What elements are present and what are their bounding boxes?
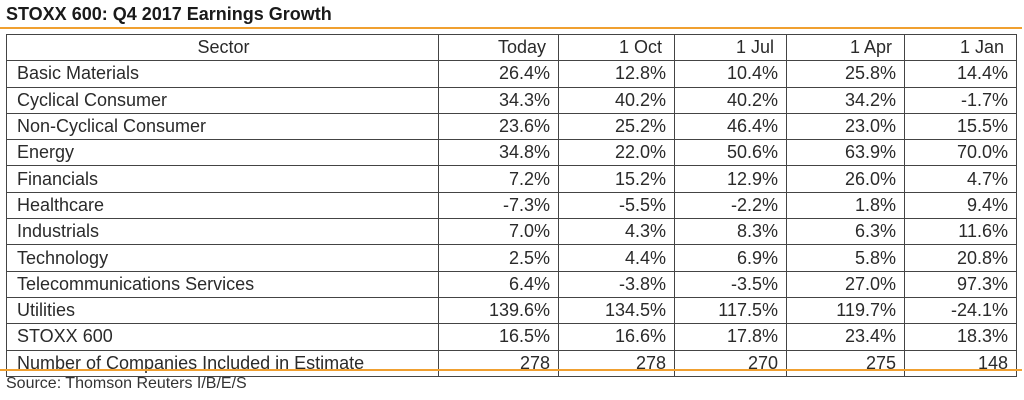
cell-1-apr: 34.2%	[786, 86, 905, 114]
cell-today: 26.4%	[438, 60, 559, 88]
cell-1-oct: 25.2%	[558, 112, 675, 141]
cell-1-jan: 4.7%	[904, 165, 1017, 193]
cell-1-oct: 40.2%	[558, 86, 675, 114]
cell-today: 23.6%	[438, 112, 559, 141]
header-1-jan: 1 Jan	[904, 33, 1017, 62]
cell-1-oct: -5.5%	[558, 191, 675, 220]
cell-sector: Telecommunications Services	[6, 270, 439, 298]
cell-1-jul: -2.2%	[674, 191, 787, 220]
table-row: Utilities 139.6% 134.5% 117.5% 119.7% -24.1%	[6, 296, 1017, 325]
cell-1-oct: 278	[558, 349, 675, 377]
table-row: Non-Cyclical Consumer 23.6% 25.2% 46.4% 23.0…	[6, 112, 1017, 141]
cell-today: 6.4%	[438, 270, 559, 298]
cell-today: 7.2%	[438, 165, 559, 193]
header-today: Today	[438, 33, 559, 62]
table-row: Telecommunications Services 6.4% -3.8% -3.5…	[6, 270, 1017, 298]
cell-today: 34.3%	[438, 86, 559, 114]
cell-1-jan: 70.0%	[904, 139, 1017, 167]
table-row: Cyclical Consumer 34.3% 40.2% 40.2% 34.2% -1.…	[6, 86, 1017, 114]
cell-sector: Healthcare	[6, 191, 439, 220]
cell-1-apr: 275	[786, 349, 905, 377]
earnings-growth-table: Sector Today 1 Oct 1 Jul 1 Apr 1 Jan Bas…	[6, 33, 1017, 377]
header-1-apr: 1 Apr	[786, 33, 905, 62]
cell-1-oct: 16.6%	[558, 323, 675, 351]
cell-today: 34.8%	[438, 139, 559, 167]
table-row: Basic Materials 26.4% 12.8% 10.4% 25.8% 14.4%	[6, 60, 1017, 88]
cell-1-jul: 46.4%	[674, 112, 787, 141]
cell-1-oct: 4.4%	[558, 244, 675, 272]
cell-today: 7.0%	[438, 218, 559, 246]
cell-sector: Financials	[6, 165, 439, 193]
table-row: Technology 2.5% 4.4% 6.9% 5.8% 20.8%	[6, 244, 1017, 272]
table-row: Industrials 7.0% 4.3% 8.3% 6.3% 11.6%	[6, 218, 1017, 246]
table-row: Energy 34.8% 22.0% 50.6% 63.9% 70.0%	[6, 139, 1017, 167]
cell-sector: Technology	[6, 244, 439, 272]
cell-1-jul: 50.6%	[674, 139, 787, 167]
cell-1-apr: 1.8%	[786, 191, 905, 220]
source-note: Source: Thomson Reuters I/B/E/S	[6, 375, 247, 392]
cell-1-jul: 270	[674, 349, 787, 377]
cell-1-oct: 12.8%	[558, 60, 675, 88]
cell-sector: Number of Companies Included in Estimate	[6, 349, 439, 377]
cell-1-jan: 11.6%	[904, 218, 1017, 246]
cell-1-oct: 4.3%	[558, 218, 675, 246]
cell-1-oct: 22.0%	[558, 139, 675, 167]
cell-sector: STOXX 600	[6, 323, 439, 351]
cell-1-jul: -3.5%	[674, 270, 787, 298]
cell-sector: Energy	[6, 139, 439, 167]
cell-1-apr: 63.9%	[786, 139, 905, 167]
cell-today: 2.5%	[438, 244, 559, 272]
cell-1-jan: 20.8%	[904, 244, 1017, 272]
cell-1-jul: 17.8%	[674, 323, 787, 351]
cell-1-apr: 27.0%	[786, 270, 905, 298]
cell-1-apr: 26.0%	[786, 165, 905, 193]
cell-1-oct: 15.2%	[558, 165, 675, 193]
cell-1-apr: 119.7%	[786, 296, 905, 325]
cell-sector: Cyclical Consumer	[6, 86, 439, 114]
cell-today: 278	[438, 349, 559, 377]
cell-today: -7.3%	[438, 191, 559, 220]
bottom-divider	[0, 369, 1022, 371]
top-divider	[0, 27, 1022, 29]
cell-1-oct: -3.8%	[558, 270, 675, 298]
header-1-jul: 1 Jul	[674, 33, 787, 62]
header-sector: Sector	[6, 33, 439, 62]
table-body: Basic Materials 26.4% 12.8% 10.4% 25.8% 14.4%…	[6, 60, 1017, 377]
cell-1-jul: 40.2%	[674, 86, 787, 114]
cell-sector: Basic Materials	[6, 60, 439, 88]
cell-1-jan: 9.4%	[904, 191, 1017, 220]
cell-1-jan: -24.1%	[904, 296, 1017, 325]
cell-sector: Industrials	[6, 218, 439, 246]
cell-1-jul: 8.3%	[674, 218, 787, 246]
cell-1-jul: 117.5%	[674, 296, 787, 325]
cell-1-oct: 134.5%	[558, 296, 675, 325]
cell-1-jan: 18.3%	[904, 323, 1017, 351]
table-title: STOXX 600: Q4 2017 Earnings Growth	[6, 4, 332, 24]
cell-1-apr: 5.8%	[786, 244, 905, 272]
cell-today: 16.5%	[438, 323, 559, 351]
cell-1-jan: -1.7%	[904, 86, 1017, 114]
cell-1-apr: 25.8%	[786, 60, 905, 88]
cell-today: 139.6%	[438, 296, 559, 325]
cell-1-jan: 97.3%	[904, 270, 1017, 298]
cell-1-jul: 10.4%	[674, 60, 787, 88]
table-row: Number of Companies Included in Estimate…	[6, 349, 1017, 377]
cell-1-jan: 148	[904, 349, 1017, 377]
cell-sector: Utilities	[6, 296, 439, 325]
cell-sector: Non-Cyclical Consumer	[6, 112, 439, 141]
cell-1-jan: 14.4%	[904, 60, 1017, 88]
header-row: Sector Today 1 Oct 1 Jul 1 Apr 1 Jan	[6, 33, 1017, 62]
header-1-oct: 1 Oct	[558, 33, 675, 62]
table-row: Healthcare -7.3% -5.5% -2.2% 1.8% 9.4%	[6, 191, 1017, 220]
cell-1-apr: 6.3%	[786, 218, 905, 246]
cell-1-jul: 12.9%	[674, 165, 787, 193]
cell-1-apr: 23.0%	[786, 112, 905, 141]
table-row: STOXX 600 16.5% 16.6% 17.8% 23.4% 18.3%	[6, 323, 1017, 351]
cell-1-jan: 15.5%	[904, 112, 1017, 141]
cell-1-apr: 23.4%	[786, 323, 905, 351]
table-row: Financials 7.2% 15.2% 12.9% 26.0% 4.7%	[6, 165, 1017, 193]
cell-1-jul: 6.9%	[674, 244, 787, 272]
